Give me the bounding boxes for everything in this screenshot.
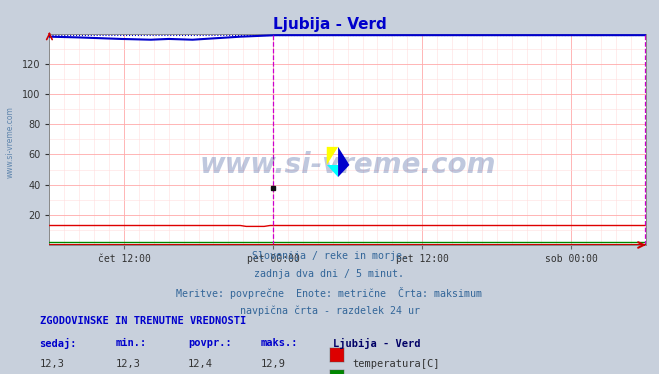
Text: 12,3: 12,3: [40, 359, 65, 370]
Text: www.si-vreme.com: www.si-vreme.com: [200, 151, 496, 179]
Text: 12,9: 12,9: [260, 359, 285, 370]
Text: povpr.:: povpr.:: [188, 338, 231, 348]
Text: www.si-vreme.com: www.si-vreme.com: [5, 106, 14, 178]
Text: 12,3: 12,3: [115, 359, 140, 370]
Text: Slovenija / reke in morje.: Slovenija / reke in morje.: [252, 251, 407, 261]
Text: 12,4: 12,4: [188, 359, 213, 370]
Polygon shape: [338, 147, 349, 177]
Text: Ljubija - Verd: Ljubija - Verd: [333, 338, 420, 349]
Text: Meritve: povprečne  Enote: metrične  Črta: maksimum: Meritve: povprečne Enote: metrične Črta:…: [177, 287, 482, 299]
Text: temperatura[C]: temperatura[C]: [353, 359, 440, 370]
Text: sedaj:: sedaj:: [40, 338, 77, 349]
Text: maks.:: maks.:: [260, 338, 298, 348]
Text: zadnja dva dni / 5 minut.: zadnja dva dni / 5 minut.: [254, 269, 405, 279]
Polygon shape: [327, 165, 338, 177]
Text: Ljubija - Verd: Ljubija - Verd: [273, 17, 386, 32]
Text: min.:: min.:: [115, 338, 146, 348]
Polygon shape: [327, 147, 338, 165]
Text: navpična črta - razdelek 24 ur: navpična črta - razdelek 24 ur: [239, 305, 420, 316]
Text: ZGODOVINSKE IN TRENUTNE VREDNOSTI: ZGODOVINSKE IN TRENUTNE VREDNOSTI: [40, 316, 246, 326]
